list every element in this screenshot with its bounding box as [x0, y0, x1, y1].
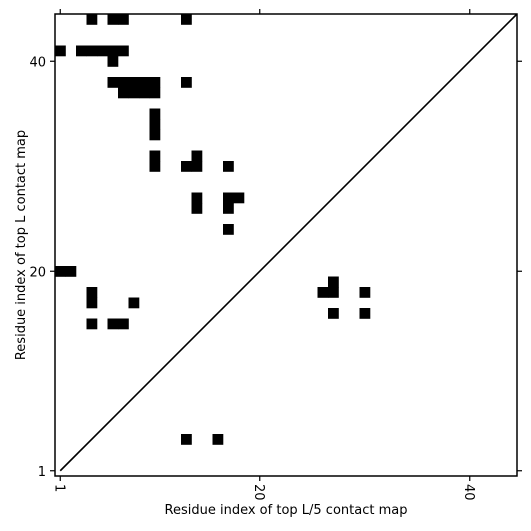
contact-cell-top-l — [118, 14, 129, 25]
contact-cell-top-l — [139, 87, 150, 99]
contact-cell-top-l — [118, 45, 129, 57]
contact-cell-top-l5 — [212, 434, 224, 445]
x-tick-label: 1 — [51, 484, 66, 492]
plot-frame — [54, 13, 518, 477]
contact-cell-top-l5 — [328, 308, 339, 319]
contact-cell-top-l — [191, 150, 203, 162]
contact-cell-top-l — [118, 77, 129, 88]
contact-cell-top-l — [107, 77, 119, 88]
contact-cell-top-l — [107, 56, 119, 67]
contact-cell-top-l — [149, 150, 161, 162]
contact-cell-top-l — [223, 192, 234, 204]
contact-cells — [55, 14, 371, 445]
contact-cell-top-l — [65, 266, 77, 277]
contact-cell-top-l — [149, 161, 161, 172]
contact-cell-top-l — [86, 318, 98, 330]
contact-cell-top-l — [191, 192, 203, 204]
contact-cell-top-l — [97, 45, 108, 57]
contact-cell-top-l5 — [328, 276, 339, 288]
contact-cell-top-l — [149, 119, 161, 130]
contact-cell-top-l — [118, 87, 129, 99]
contact-cell-top-l — [76, 45, 87, 57]
contact-cell-top-l — [86, 14, 98, 25]
contact-cell-top-l5 — [328, 287, 339, 298]
contact-cell-top-l — [191, 161, 203, 172]
contact-cell-top-l — [128, 77, 140, 88]
contact-cell-top-l — [86, 45, 98, 57]
contact-cell-top-l — [107, 318, 119, 330]
y-axis-label: Residue index of top L contact map — [14, 130, 29, 360]
contact-cell-top-l — [128, 297, 140, 309]
contact-cell-top-l — [55, 45, 66, 57]
x-axis-label: Residue index of top L/5 contact map — [165, 503, 408, 518]
contact-cell-top-l — [107, 14, 119, 25]
contact-cell-top-l — [223, 203, 234, 214]
x-tick-label: 20 — [251, 484, 266, 501]
contact-cell-top-l — [139, 77, 150, 88]
contact-cell-top-l — [233, 192, 245, 204]
contact-cell-top-l — [181, 14, 192, 25]
contact-cell-top-l5 — [317, 287, 329, 298]
x-tick-label: 40 — [461, 484, 476, 501]
y-tick-label: 1 — [38, 465, 46, 480]
contact-cell-top-l — [191, 203, 203, 214]
contact-cell-top-l — [128, 87, 140, 99]
diagonal-line — [59, 13, 518, 472]
contact-cell-top-l — [107, 45, 119, 57]
y-tick-label: 20 — [29, 265, 46, 280]
contact-cell-top-l — [181, 161, 192, 172]
contact-cell-top-l — [149, 129, 161, 141]
contact-cell-top-l — [149, 108, 161, 120]
contact-cell-top-l — [149, 87, 161, 99]
contact-cell-top-l — [223, 161, 234, 172]
contact-cell-top-l — [86, 287, 98, 298]
contact-cell-top-l — [181, 77, 192, 88]
contact-cell-top-l5 — [359, 308, 371, 319]
contact-cell-top-l5 — [181, 434, 192, 445]
contact-cell-top-l — [118, 318, 129, 330]
contact-cell-top-l — [55, 266, 66, 277]
contact-cell-top-l — [149, 77, 161, 88]
contact-cell-top-l — [223, 224, 234, 235]
axis-ticks: 1 20 40 1 20 40 — [29, 9, 522, 501]
y-tick-label: 40 — [29, 55, 46, 70]
contact-cell-top-l5 — [359, 287, 371, 298]
contact-cell-top-l — [86, 297, 98, 309]
